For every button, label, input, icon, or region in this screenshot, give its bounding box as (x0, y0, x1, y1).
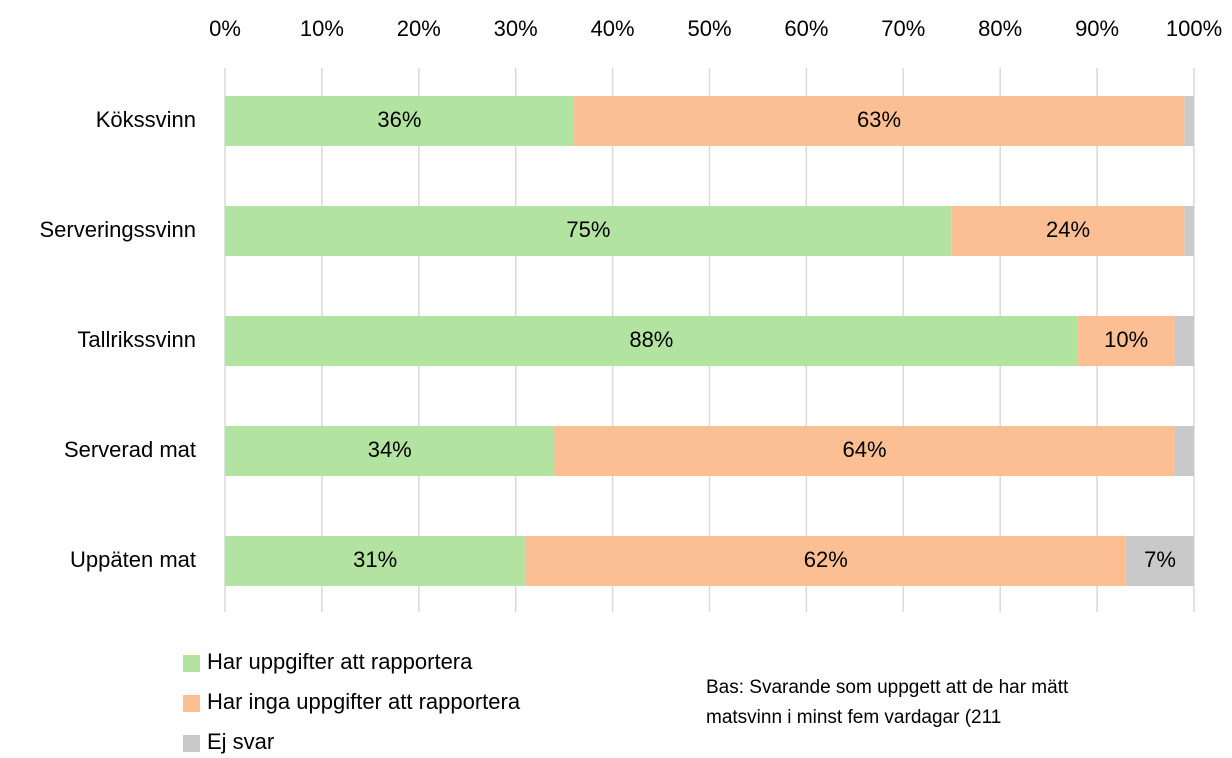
bar-segment (554, 426, 1175, 476)
value-label: 10% (1104, 327, 1148, 352)
bar-segment (1184, 96, 1194, 146)
bar-segment (225, 536, 526, 586)
bar-segment (225, 206, 952, 256)
legend-swatch (183, 695, 200, 712)
value-label: 63% (857, 107, 901, 132)
bar-segment (1174, 426, 1194, 476)
x-tick-label: 50% (687, 16, 731, 41)
bar-segment (1184, 206, 1194, 256)
x-tick-label: 80% (978, 16, 1022, 41)
x-tick-label: 70% (881, 16, 925, 41)
note: matsvinn i minst fem vardagar (211 (706, 707, 1001, 728)
value-label: 36% (377, 107, 421, 132)
bar-segment (225, 426, 555, 476)
x-tick-label: 0% (209, 16, 241, 41)
value-label: 34% (368, 437, 412, 462)
category-label: Serverad mat (64, 437, 196, 462)
legend-label: Har uppgifter att rapportera (207, 649, 473, 674)
x-tick-label: 40% (591, 16, 635, 41)
x-tick-label: 20% (397, 16, 441, 41)
category-label: Serveringssvinn (39, 217, 196, 242)
x-tick-label: 90% (1075, 16, 1119, 41)
x-tick-label: 10% (300, 16, 344, 41)
value-label: 75% (566, 217, 610, 242)
bar-segment (1077, 316, 1175, 366)
value-label: 24% (1046, 217, 1090, 242)
value-label: 7% (1144, 547, 1176, 572)
category-label: Tallrikssvinn (77, 327, 196, 352)
bar-segment (525, 536, 1127, 586)
value-label: 31% (353, 547, 397, 572)
bar-segment (1126, 536, 1194, 586)
bar-segment (951, 206, 1185, 256)
bar-segment (573, 96, 1185, 146)
category-label: Uppäten mat (70, 547, 196, 572)
legend-swatch (183, 735, 200, 752)
bar-segment (225, 96, 574, 146)
bar-segment (225, 316, 1078, 366)
value-label: 64% (843, 437, 887, 462)
bar-segment (1174, 316, 1194, 366)
category-label: Kökssvinn (96, 107, 196, 132)
value-label: 62% (804, 547, 848, 572)
legend-label: Ej svar (207, 729, 274, 754)
x-tick-label: 30% (494, 16, 538, 41)
legend-swatch (183, 655, 200, 672)
value-label: 88% (629, 327, 673, 352)
legend-label: Har inga uppgifter att rapportera (207, 689, 521, 714)
x-tick-label: 100% (1166, 16, 1222, 41)
note: Bas: Svarande som uppgett att de har mät… (706, 677, 1069, 698)
x-tick-label: 60% (784, 16, 828, 41)
